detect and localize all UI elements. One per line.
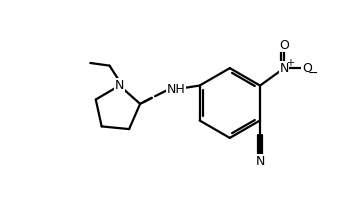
Text: O: O (302, 62, 312, 75)
Text: +: + (286, 58, 294, 68)
Text: −: − (308, 67, 318, 79)
Text: N: N (279, 62, 289, 75)
Text: N: N (115, 79, 124, 92)
Text: N: N (255, 155, 265, 168)
Text: NH: NH (166, 83, 185, 96)
Text: O: O (279, 39, 289, 52)
